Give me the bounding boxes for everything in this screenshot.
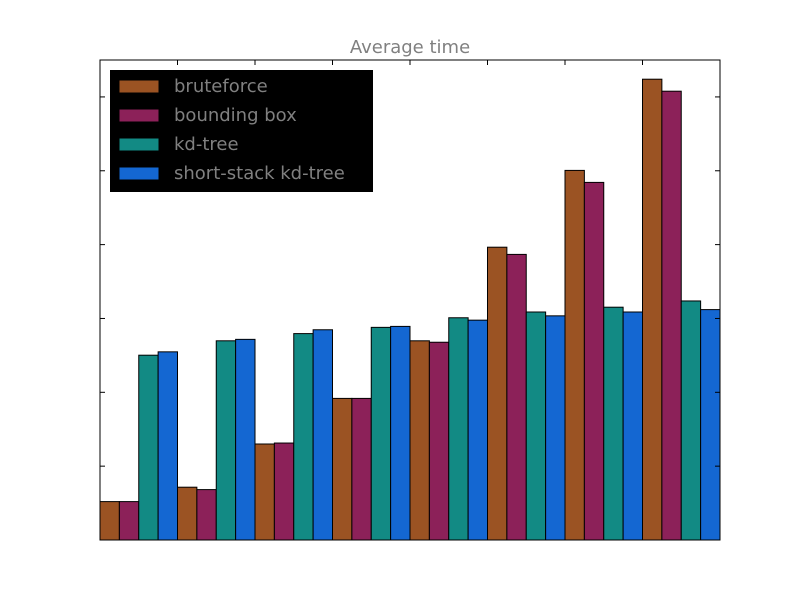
bar	[235, 338, 256, 541]
bar	[332, 397, 353, 541]
bar	[680, 300, 702, 541]
bar	[157, 351, 178, 541]
bar	[215, 340, 237, 541]
bar	[351, 397, 372, 541]
bar	[370, 326, 392, 541]
bars-group	[99, 78, 721, 541]
bar	[448, 317, 469, 541]
bar	[390, 325, 411, 541]
legend-swatch	[118, 108, 160, 123]
bar	[293, 333, 314, 541]
legend-label: bruteforce	[174, 76, 268, 97]
bar	[138, 354, 159, 541]
legend: bruteforce bounding box kd-tree short-stack…	[110, 70, 373, 192]
bar	[506, 253, 527, 541]
bar	[642, 78, 663, 541]
bar	[525, 311, 547, 541]
bar	[99, 501, 120, 541]
legend-swatch	[118, 166, 160, 181]
bar	[273, 442, 295, 541]
legend-label: short-stack kd-tree	[174, 163, 345, 184]
bar	[118, 501, 140, 541]
bar	[177, 486, 198, 541]
bar	[622, 311, 643, 541]
legend-swatch	[118, 79, 160, 94]
bar	[603, 306, 624, 541]
bar	[312, 329, 333, 541]
legend-label: kd-tree	[174, 134, 239, 155]
chart-title: Average time	[350, 37, 470, 58]
bar	[487, 246, 508, 541]
bar	[564, 169, 585, 541]
bar	[254, 443, 275, 541]
legend-label: bounding box	[174, 105, 297, 126]
bar	[428, 341, 450, 541]
ticks-group	[99, 60, 721, 540]
bar	[196, 489, 217, 541]
bar	[700, 309, 721, 541]
bar	[583, 181, 605, 541]
bar	[661, 90, 682, 541]
bar	[467, 319, 488, 541]
legend-swatch	[118, 137, 160, 152]
bar	[545, 315, 566, 541]
bar	[409, 340, 430, 541]
